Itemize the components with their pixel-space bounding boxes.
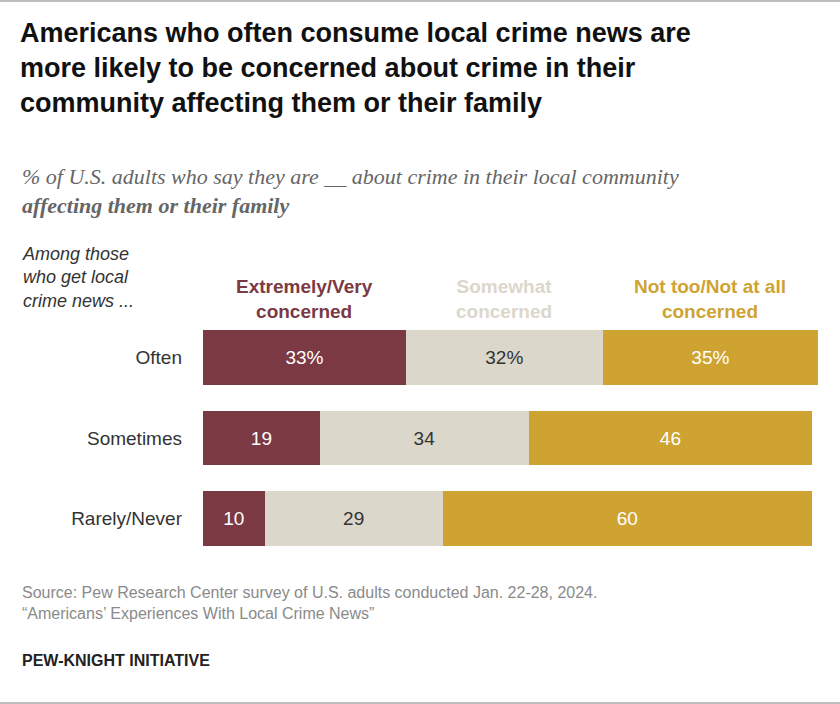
svg-text:% of U.S. adults who say they: % of U.S. adults who say they are __ abo…	[22, 164, 679, 218]
svg-text:Sometimes: Sometimes	[87, 428, 182, 449]
svg-text:10: 10	[223, 508, 244, 529]
svg-text:60: 60	[617, 508, 638, 529]
svg-text:Somewhatconcerned: Somewhatconcerned	[456, 276, 552, 322]
svg-text:Rarely/Never: Rarely/Never	[71, 508, 183, 529]
svg-text:Among thosewho get localcrime: Among thosewho get localcrime news ...	[22, 244, 134, 311]
svg-text:33%: 33%	[285, 347, 323, 368]
svg-text:46: 46	[660, 428, 681, 449]
svg-text:Not too/Not at allconcerned: Not too/Not at allconcerned	[634, 276, 786, 322]
svg-text:34: 34	[414, 428, 436, 449]
svg-text:Often: Often	[136, 347, 182, 368]
svg-text:Source: Pew Research Center su: Source: Pew Research Center survey of U.…	[22, 584, 597, 622]
svg-text:Extremely/Veryconcerned: Extremely/Veryconcerned	[236, 276, 373, 322]
svg-text:35%: 35%	[691, 347, 729, 368]
svg-text:19: 19	[251, 428, 272, 449]
svg-text:Americans who often consume lo: Americans who often consume local crime …	[20, 18, 691, 118]
svg-text:PEW-KNIGHT INITIATIVE: PEW-KNIGHT INITIATIVE	[22, 652, 210, 669]
svg-text:29: 29	[343, 508, 364, 529]
svg-text:32%: 32%	[485, 347, 523, 368]
